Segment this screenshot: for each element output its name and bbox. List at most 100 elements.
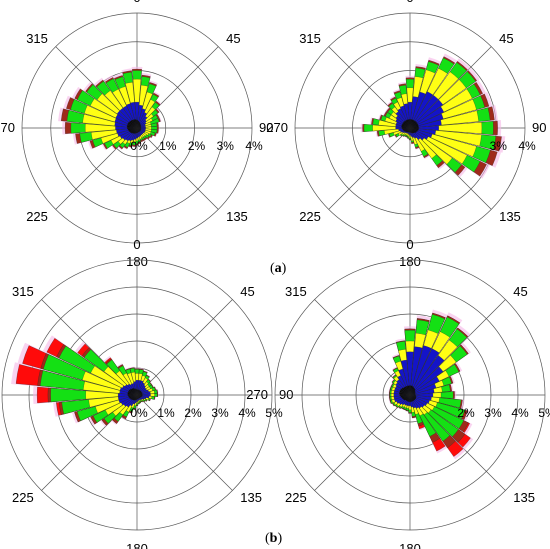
direction-label-225: 225 bbox=[299, 209, 321, 224]
bar-segment-band-2 bbox=[409, 346, 423, 396]
bar-segment-band-1 bbox=[409, 127, 413, 134]
bar-segment-band-3 bbox=[85, 123, 138, 133]
bar-segment-band-1 bbox=[136, 125, 142, 129]
bar-segment-band-1 bbox=[399, 394, 411, 396]
direction-label-180: 180 bbox=[126, 541, 148, 549]
bar-segment-band-2 bbox=[409, 383, 437, 396]
bar-segment-band-2 bbox=[409, 366, 444, 396]
bar-segment-band-1 bbox=[128, 389, 138, 396]
wind-rose-bottom-right: 0 45 90 135 180 225 270 315 2% 3% 4% 5% bbox=[246, 237, 550, 549]
radial-tick-label: 4% bbox=[245, 139, 263, 153]
radial-tick-label: 4% bbox=[238, 406, 256, 420]
direction-label-90: 90 bbox=[532, 120, 546, 135]
bar-segment-band-1 bbox=[409, 127, 415, 134]
bar-segment-band-3 bbox=[409, 122, 482, 134]
direction-label-225: 225 bbox=[12, 490, 34, 505]
direction-label-0: 0 bbox=[133, 0, 140, 5]
bar-segment-band-1 bbox=[131, 388, 138, 396]
radial-tick-label: 4% bbox=[518, 139, 536, 153]
bar-segment-band-1 bbox=[134, 119, 138, 129]
direction-label-45: 45 bbox=[240, 284, 254, 299]
bar-segment-band-2 bbox=[409, 91, 434, 129]
direction-label-0: 0 bbox=[133, 237, 140, 252]
bar-segment-band-1 bbox=[409, 390, 416, 396]
bar-segment-band-2 bbox=[409, 99, 443, 129]
bar-segment-band-1 bbox=[409, 127, 412, 133]
bar-segment-band-1 bbox=[128, 120, 138, 129]
direction-label-0: 0 bbox=[406, 0, 413, 5]
grid-spoke bbox=[314, 394, 411, 491]
bar-segment-band-1 bbox=[407, 385, 411, 396]
bar-segment-band-2 bbox=[409, 388, 435, 396]
direction-label-0: 0 bbox=[406, 237, 413, 252]
direction-label-270: 270 bbox=[0, 120, 15, 135]
bar-segment-band-1 bbox=[134, 388, 138, 396]
bar-segment-band-1 bbox=[400, 388, 411, 396]
bar-segment-band-2 bbox=[136, 393, 151, 397]
direction-label-135: 135 bbox=[499, 209, 521, 224]
bar-segment-band-1 bbox=[133, 119, 138, 129]
bar-segment-band-1 bbox=[409, 388, 416, 396]
wind-rose-top-left: 045901351802252703150%1%2%3%4% bbox=[0, 0, 273, 269]
radial-tick-label: 5% bbox=[538, 406, 550, 420]
bar-segment-band-1 bbox=[401, 387, 411, 396]
wind-rose-top-right: 045901351802252703153%4% bbox=[266, 0, 546, 269]
bar-segment-band-1 bbox=[127, 394, 138, 396]
radial-tick-label: 3% bbox=[211, 406, 229, 420]
radial-tick-label: 3% bbox=[484, 406, 502, 420]
bar-segment-band-1 bbox=[135, 388, 138, 396]
bar-segment-band-2 bbox=[409, 393, 434, 397]
radial-tick-label: 1% bbox=[159, 139, 177, 153]
bar-segment-band-2 bbox=[409, 113, 444, 129]
bar-segment-band-2 bbox=[409, 91, 426, 129]
radial-tick-label: 2% bbox=[457, 406, 475, 420]
direction-label-90: 90 bbox=[259, 120, 273, 135]
grid-spoke bbox=[136, 299, 233, 396]
bar-segment-band-2 bbox=[135, 380, 139, 396]
bar-segment-band-1 bbox=[127, 122, 138, 129]
bar-segment-band-1 bbox=[409, 391, 416, 396]
bar-segment-band-3 bbox=[372, 124, 411, 132]
direction-label-225: 225 bbox=[285, 490, 307, 505]
bar-segment-band-2 bbox=[409, 345, 432, 396]
bar-segment-band-2 bbox=[409, 348, 440, 396]
radial-tick-label: 1% bbox=[157, 406, 175, 420]
bar-segment-band-2 bbox=[407, 101, 413, 129]
radial-tick-label: 3% bbox=[490, 139, 508, 153]
bar-segment-band-2 bbox=[409, 106, 444, 129]
direction-label-135: 135 bbox=[240, 490, 262, 505]
bar-segment-band-1 bbox=[136, 124, 141, 129]
radial-tick-label: 2% bbox=[188, 139, 206, 153]
direction-label-90: 90 bbox=[279, 387, 293, 402]
radial-tick-label: 4% bbox=[511, 406, 529, 420]
bar-segment-band-2 bbox=[115, 126, 138, 130]
bar-segment-band-1 bbox=[409, 127, 414, 134]
radial-tick-label: 0% bbox=[130, 139, 148, 153]
direction-label-315: 315 bbox=[12, 284, 34, 299]
grid-spoke bbox=[136, 394, 233, 491]
bar-segment-band-1 bbox=[130, 120, 138, 129]
panel-label-a: (a) bbox=[270, 261, 287, 276]
bar-segment-band-1 bbox=[409, 385, 411, 396]
bar-segment-band-1 bbox=[132, 388, 138, 396]
bar-segment-band-2 bbox=[409, 95, 439, 129]
bar-segment-band-2 bbox=[136, 127, 138, 139]
radial-tick-label: 2% bbox=[184, 406, 202, 420]
bar-segment-band-2 bbox=[409, 355, 445, 396]
bar-segment-band-1 bbox=[407, 119, 411, 129]
direction-label-270: 270 bbox=[266, 120, 288, 135]
direction-label-315: 315 bbox=[299, 31, 321, 46]
direction-label-315: 315 bbox=[285, 284, 307, 299]
bar-segment-band-1 bbox=[127, 127, 138, 131]
bar-segment-band-2 bbox=[406, 351, 414, 396]
direction-label-270: 270 bbox=[246, 387, 268, 402]
bar-segment-band-1 bbox=[131, 119, 138, 129]
grid-spoke bbox=[328, 127, 411, 210]
bar-segment-band-3 bbox=[85, 390, 138, 400]
direction-label-315: 315 bbox=[26, 31, 48, 46]
bar-segment-band-2 bbox=[134, 101, 140, 129]
direction-label-45: 45 bbox=[226, 31, 240, 46]
bar-segment-band-2 bbox=[117, 393, 138, 397]
grid-spoke bbox=[136, 127, 219, 210]
